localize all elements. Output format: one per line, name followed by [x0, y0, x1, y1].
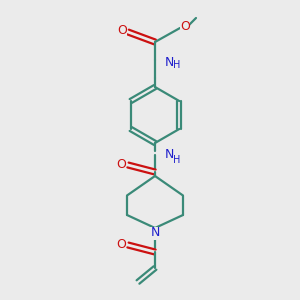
Text: O: O [117, 25, 127, 38]
Text: O: O [180, 20, 190, 32]
Text: H: H [173, 155, 180, 165]
Text: N: N [165, 148, 174, 161]
Text: O: O [116, 238, 126, 250]
Text: N: N [150, 226, 160, 239]
Text: N: N [165, 56, 174, 68]
Text: H: H [173, 60, 180, 70]
Text: O: O [116, 158, 126, 170]
